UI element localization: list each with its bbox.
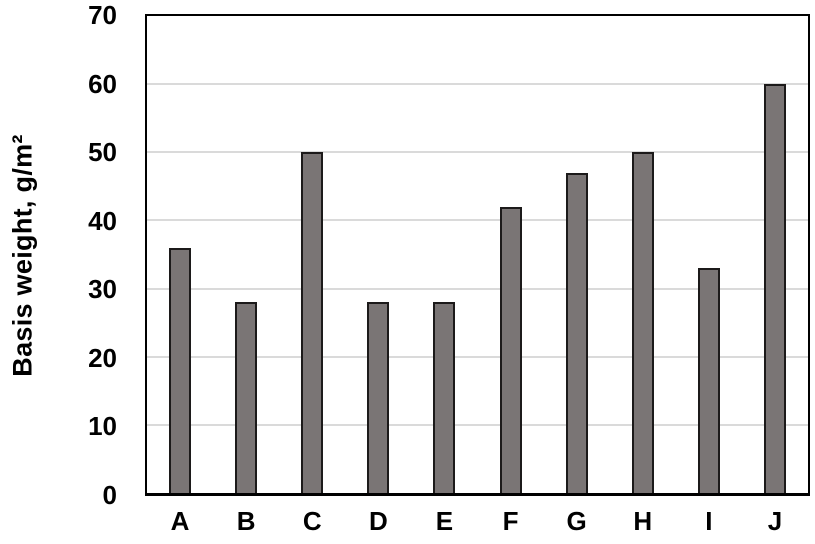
x-tick-label-H: H [633, 506, 653, 536]
x-tick-label-A: A [170, 506, 190, 536]
bar-E [433, 302, 456, 493]
bar-J [763, 84, 786, 493]
bar-H [631, 152, 654, 493]
y-tick-label-50: 50 [88, 137, 117, 168]
bar-F [499, 206, 522, 493]
y-tick-label-20: 20 [88, 342, 117, 373]
y-tick-label-60: 60 [88, 68, 117, 99]
gridline-10 [147, 423, 808, 426]
x-tick-label-D: D [368, 506, 388, 536]
y-axis-tick-labels: 0 10 20 30 40 50 60 70 [0, 0, 130, 510]
plot-area [145, 14, 810, 496]
gridline-60 [147, 83, 808, 86]
bar-C [301, 152, 324, 493]
plot-inner [147, 16, 808, 493]
x-tick-label-F: F [502, 506, 519, 536]
bar-A [169, 247, 192, 493]
bar-D [367, 302, 390, 493]
gridline-50 [147, 151, 808, 154]
x-tick-label-C: C [302, 506, 322, 536]
y-tick-label-0: 0 [102, 480, 117, 510]
bar-B [235, 302, 258, 493]
y-tick-label-30: 30 [88, 274, 117, 305]
x-axis-labels: A B C D E F G H I J [147, 503, 808, 539]
y-tick-label-70: 70 [88, 0, 117, 30]
y-tick-label-10: 10 [88, 411, 117, 442]
y-tick-label-40: 40 [88, 205, 117, 236]
x-tick-label-J: J [767, 506, 783, 536]
gridline-20 [147, 355, 808, 358]
gridline-30 [147, 287, 808, 290]
gridline-40 [147, 219, 808, 222]
x-tick-label-I: I [705, 506, 713, 536]
x-tick-label-B: B [236, 506, 256, 536]
bar-G [565, 172, 588, 493]
x-tick-label-G: G [566, 506, 587, 536]
bar-I [697, 268, 720, 493]
x-tick-label-E: E [435, 506, 454, 536]
